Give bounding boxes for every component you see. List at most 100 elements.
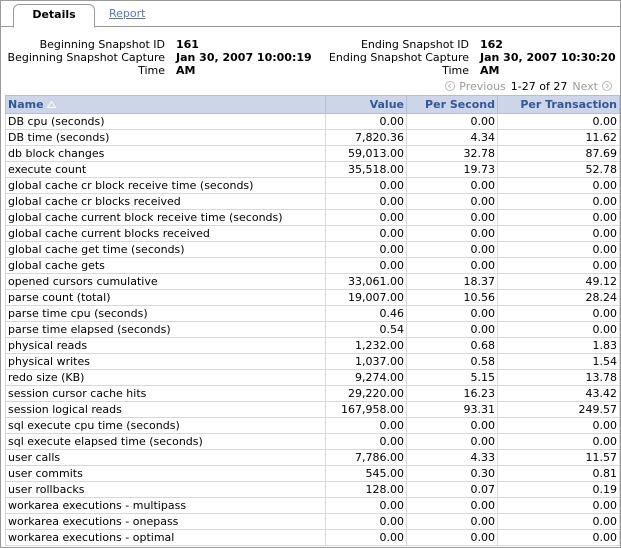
cell-name: parse count (total) <box>5 289 326 306</box>
tab-report[interactable]: Report <box>109 7 146 20</box>
cell-name: session logical reads <box>5 401 326 418</box>
next-circle-icon <box>602 81 612 91</box>
cell-value: 7,786.00 <box>325 449 407 466</box>
table-row: parse time cpu (seconds) 0.46 0.00 0.00 <box>5 305 620 322</box>
column-header-value[interactable]: Value <box>325 95 407 114</box>
previous-link[interactable]: Previous <box>459 79 506 93</box>
begin-capture-value: Jan 30, 2007 10:00:19 <box>176 51 312 64</box>
column-header-per-second[interactable]: Per Second <box>406 95 498 114</box>
cell-per-transaction: 0.00 <box>497 177 620 194</box>
cell-per-transaction: 249.57 <box>497 401 620 418</box>
cell-name: workarea executions - onepass <box>5 513 326 530</box>
cell-per-transaction: 0.00 <box>497 193 620 210</box>
cell-name: parse time elapsed (seconds) <box>5 321 326 338</box>
table-row: global cache current blocks received 0.00… <box>5 225 620 242</box>
cell-per-second: 32.78 <box>406 145 498 162</box>
column-header-name[interactable]: Name <box>5 95 326 114</box>
cell-value: 167,958.00 <box>325 401 407 418</box>
table-row: redo size (KB) 9,274.00 5.15 13.78 <box>5 369 620 386</box>
sort-ascending-icon <box>46 98 56 111</box>
table-row: db block changes 59,013.00 32.78 87.69 <box>5 145 620 162</box>
cell-name: sql execute elapsed time (seconds) <box>5 433 326 450</box>
cell-value: 29,220.00 <box>325 385 407 402</box>
begin-capture-label-time: Time <box>138 64 165 77</box>
cell-per-second: 0.00 <box>406 241 498 258</box>
cell-per-second: 0.00 <box>406 177 498 194</box>
cell-value: 0.00 <box>325 241 407 258</box>
table-row: session logical reads 167,958.00 93.31 249.… <box>5 401 620 418</box>
table-row: global cache cr blocks received 0.00 0.00 0… <box>5 193 620 210</box>
cell-per-transaction: 28.24 <box>497 289 620 306</box>
cell-per-transaction: 11.62 <box>497 129 620 146</box>
cell-per-transaction: 87.69 <box>497 145 620 162</box>
column-header-per-transaction[interactable]: Per Transaction <box>497 95 620 114</box>
cell-per-second: 0.00 <box>406 321 498 338</box>
end-capture-label: Ending Snapshot Capture <box>328 51 469 64</box>
cell-name: execute count <box>5 161 326 178</box>
cell-value: 545.00 <box>325 465 407 482</box>
cell-per-second: 19.73 <box>406 161 498 178</box>
cell-per-second: 4.34 <box>406 129 498 146</box>
cell-name: user rollbacks <box>5 481 326 498</box>
cell-per-transaction: 13.78 <box>497 369 620 386</box>
table-row: sql execute elapsed time (seconds) 0.00 0.… <box>5 433 620 450</box>
cell-per-transaction: 0.19 <box>497 481 620 498</box>
cell-name: global cache cr blocks received <box>5 193 326 210</box>
statistics-table: Name Value Per Second Per Transaction DB… <box>5 95 620 546</box>
table-row: execute count 35,518.00 19.73 52.78 <box>5 161 620 178</box>
cell-name: user calls <box>5 449 326 466</box>
table-row: physical reads 1,232.00 0.68 1.83 <box>5 337 620 354</box>
tab-details[interactable]: Details <box>13 4 95 28</box>
cell-name: global cache get time (seconds) <box>5 241 326 258</box>
table-row: global cache gets 0.00 0.00 0.00 <box>5 257 620 274</box>
table-row: workarea executions - optimal 0.00 0.00 0.0… <box>5 529 620 546</box>
table-row: global cache current block receive time … <box>5 209 620 226</box>
cell-name: redo size (KB) <box>5 369 326 386</box>
cell-value: 0.00 <box>325 513 407 530</box>
cell-per-transaction: 0.00 <box>497 513 620 530</box>
table-row: user commits 545.00 0.30 0.81 <box>5 465 620 482</box>
cell-per-second: 0.00 <box>406 209 498 226</box>
table-row: sql execute cpu time (seconds) 0.00 0.00 0.… <box>5 417 620 434</box>
table-row: parse time elapsed (seconds) 0.54 0.00 0.00 <box>5 321 620 338</box>
cell-per-transaction: 0.00 <box>497 257 620 274</box>
cell-name: physical writes <box>5 353 326 370</box>
cell-per-second: 0.00 <box>406 225 498 242</box>
cell-per-transaction: 0.00 <box>497 529 620 546</box>
end-capture-value-ampm: AM <box>480 64 500 77</box>
table-row: global cache cr block receive time (seco… <box>5 177 620 194</box>
cell-per-second: 4.33 <box>406 449 498 466</box>
cell-per-second: 0.00 <box>406 529 498 546</box>
end-capture-value: Jan 30, 2007 10:30:20 <box>480 51 616 64</box>
table-row: user rollbacks 128.00 0.07 0.19 <box>5 481 620 498</box>
cell-name: global cache current block receive time … <box>5 209 326 226</box>
table-body: DB cpu (seconds) 0.00 0.00 0.00 DB time (sec… <box>5 113 620 546</box>
next-link[interactable]: Next <box>572 79 598 93</box>
cell-per-transaction: 0.00 <box>497 433 620 450</box>
cell-name: workarea executions - multipass <box>5 497 326 514</box>
cell-per-transaction: 0.00 <box>497 225 620 242</box>
cell-per-transaction: 0.00 <box>497 321 620 338</box>
table-row: DB time (seconds) 7,820.36 4.34 11.62 <box>5 129 620 146</box>
end-id-value: 162 <box>480 38 503 51</box>
cell-name: db block changes <box>5 145 326 162</box>
cell-per-second: 0.00 <box>406 497 498 514</box>
table-row: physical writes 1,037.00 0.58 1.54 <box>5 353 620 370</box>
cell-per-transaction: 49.12 <box>497 273 620 290</box>
cell-per-second: 0.68 <box>406 337 498 354</box>
cell-value: 0.00 <box>325 529 407 546</box>
cell-value: 59,013.00 <box>325 145 407 162</box>
table-row: user calls 7,786.00 4.33 11.57 <box>5 449 620 466</box>
cell-value: 19,007.00 <box>325 289 407 306</box>
table-row: workarea executions - multipass 0.00 0.00 0… <box>5 497 620 514</box>
cell-value: 0.00 <box>325 193 407 210</box>
cell-per-second: 0.00 <box>406 513 498 530</box>
cell-per-second: 0.00 <box>406 433 498 450</box>
cell-per-second: 0.00 <box>406 305 498 322</box>
cell-per-second: 0.00 <box>406 193 498 210</box>
cell-per-second: 0.00 <box>406 417 498 434</box>
cell-name: DB cpu (seconds) <box>5 113 326 130</box>
cell-name: global cache gets <box>5 257 326 274</box>
cell-per-transaction: 43.42 <box>497 385 620 402</box>
cell-per-transaction: 0.81 <box>497 465 620 482</box>
